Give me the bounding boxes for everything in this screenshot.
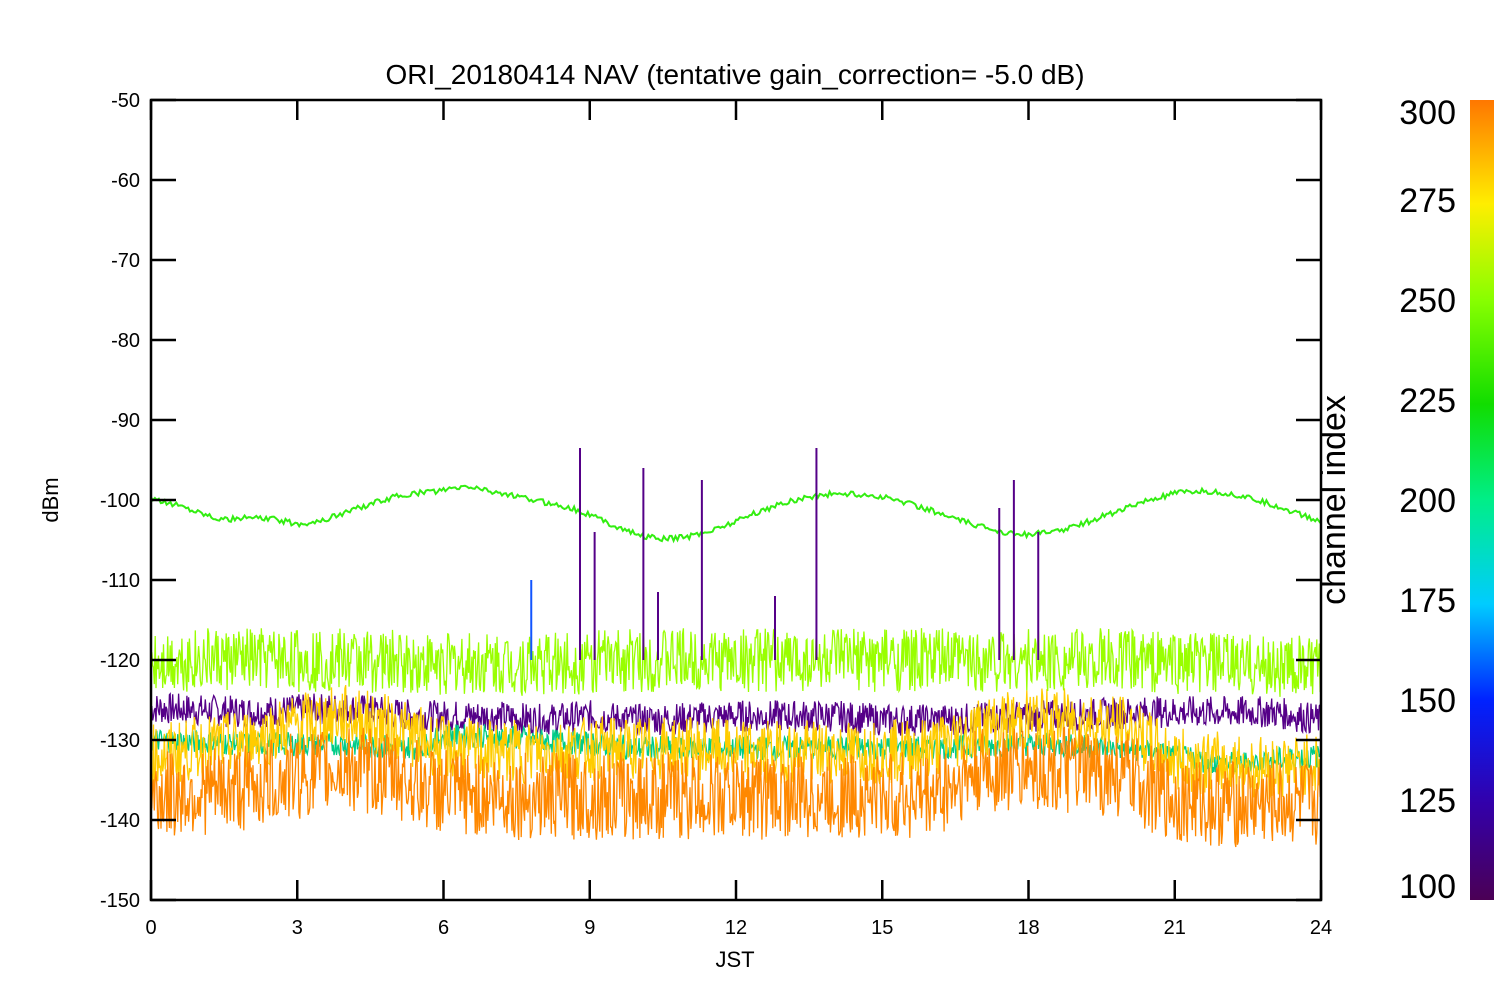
x-tick-label: 24	[1310, 917, 1332, 939]
colorbar-tick-label: 225	[1399, 382, 1456, 420]
x-tick-label: 6	[438, 917, 449, 939]
y-tick-label: -60	[111, 170, 140, 192]
colorbar-tick-label: 200	[1399, 482, 1456, 520]
y-tick-label: -150	[100, 890, 140, 912]
x-tick-label: 21	[1164, 917, 1186, 939]
chart-title: ORI_20180414 NAV (tentative gain_correct…	[385, 59, 1084, 90]
x-axis-label: JST	[715, 947, 754, 972]
series-line-3	[151, 726, 1321, 848]
y-axis: -50 -60 -70 -80 -90 -100 -110 -120 -130 -140 -150	[100, 90, 1321, 912]
y-tick-label: -110	[101, 570, 140, 592]
y-axis-label: dBm	[38, 477, 63, 522]
series-line-0	[151, 484, 1321, 544]
x-axis: 0 3 6 9 12 15 18 21 24	[145, 100, 1332, 939]
y-tick-label: -140	[100, 810, 140, 832]
x-tick-label: 15	[871, 917, 893, 939]
y-tick-label: -100	[100, 490, 140, 512]
colorbar-label: channel index	[1315, 395, 1353, 605]
y-tick-label: -120	[100, 650, 140, 672]
colorbar-tick-label: 275	[1399, 182, 1456, 220]
x-tick-label: 9	[584, 917, 595, 939]
x-tick-label: 12	[725, 917, 747, 939]
y-tick-label: -50	[111, 90, 140, 112]
y-tick-label: -130	[100, 730, 140, 752]
x-tick-label: 18	[1017, 917, 1039, 939]
x-tick-label: 0	[145, 917, 156, 939]
y-tick-label: -70	[111, 250, 140, 272]
colorbar-tick-label: 175	[1399, 582, 1456, 620]
series-line-1	[151, 627, 1321, 697]
colorbar-tick-label: 100	[1399, 868, 1456, 906]
x-tick-label: 3	[292, 917, 303, 939]
y-tick-label: -80	[111, 330, 140, 352]
colorbar-ticks: 300 275 250 225 200 175 150 125 100	[1399, 94, 1456, 906]
colorbar-tick-label: 250	[1399, 282, 1456, 320]
colorbar-tick-label: 125	[1399, 782, 1456, 820]
colorbar-tick-label: 300	[1399, 94, 1456, 132]
colorbar	[1470, 100, 1494, 900]
series-line-2	[151, 684, 1321, 800]
plot-area	[151, 448, 1321, 848]
colorbar-tick-label: 150	[1399, 682, 1456, 720]
y-tick-label: -90	[111, 410, 140, 432]
